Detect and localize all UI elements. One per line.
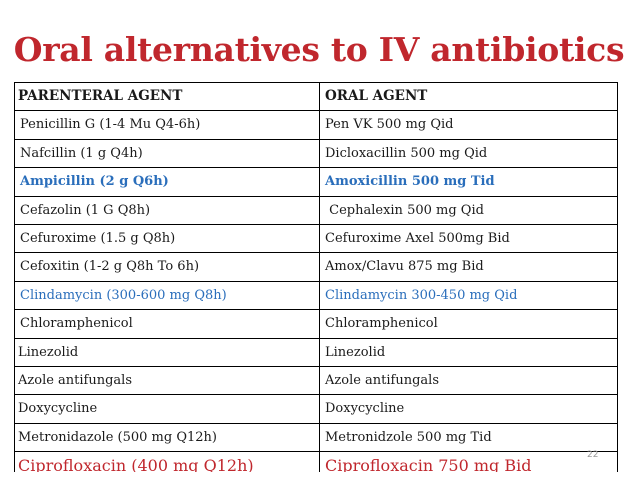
table-row: Cefazolin (1 G Q8h) Cephalexin 500 mg Qi… xyxy=(15,196,618,225)
oral-agent-cell: Amoxicillin 500 mg Tid xyxy=(320,168,618,196)
oral-agent-cell: Cefuroxime Axel 500mg Bid xyxy=(320,224,618,253)
table-row: Azole antifungals Azole antifungals xyxy=(15,366,618,396)
oral-agent-cell: Clindamycin 300-450 mg Qid xyxy=(320,281,618,310)
oral-agent-cell: Amox/Clavu 875 mg Bid xyxy=(320,253,618,281)
parenteral-agent-cell: Ampicillin (2 g Q6h) xyxy=(15,168,320,196)
table-row: Doxycycline Doxycycline xyxy=(15,395,618,424)
table-row: Ciprofloxacin (400 mg Q12h) Ciprofloxacin… xyxy=(15,452,618,473)
parenteral-agent-cell: Chloramphenicol xyxy=(15,310,320,338)
parenteral-agent-cell: Metronidazole (500 mg Q12h) xyxy=(15,423,320,452)
oral-agent-cell: Doxycycline xyxy=(320,395,618,423)
table-row: Cefuroxime (1.5 g Q8h) Cefuroxime Axel 50… xyxy=(15,224,618,254)
table-header-row: PARENTERAL AGENT ORAL AGENT xyxy=(15,83,618,112)
oral-agent-cell: Linezolid xyxy=(320,338,618,366)
parenteral-agent-cell: Cefuroxime (1.5 g Q8h) xyxy=(15,224,320,253)
header-oral-agent: ORAL AGENT xyxy=(320,83,618,111)
parenteral-agent-cell: Clindamycin (300-600 mg Q8h) xyxy=(15,281,320,310)
parenteral-agent-cell: Doxycycline xyxy=(15,395,320,423)
parenteral-agent-cell: Cefazolin (1 G Q8h) xyxy=(15,196,320,224)
oral-agent-cell: Pen VK 500 mg Qid xyxy=(320,111,618,139)
slide-title: Oral alternatives to IV antibiotics xyxy=(13,30,625,69)
parenteral-agent-cell: Azole antifungals xyxy=(15,366,320,395)
oral-agent-cell: Dicloxacillin 500 mg Qid xyxy=(320,139,618,168)
antibiotics-table: PARENTERAL AGENT ORAL AGENT Penicillin G… xyxy=(14,82,618,473)
oral-agent-cell: Cephalexin 500 mg Qid xyxy=(320,196,618,224)
table-row: Chloramphenicol Chloramphenicol xyxy=(15,310,618,339)
table-body: Penicillin G (1-4 Mu Q4-6h) Pen VK 500 mg… xyxy=(15,111,618,473)
oral-agent-cell: Azole antifungals xyxy=(320,366,618,395)
parenteral-agent-cell: Linezolid xyxy=(15,338,320,366)
page-number: 22 xyxy=(587,450,599,460)
table-row: Linezolid Linezolid xyxy=(15,338,618,367)
oral-agent-cell: Metronidzole 500 mg Tid xyxy=(320,423,618,452)
parenteral-agent-cell: Cefoxitin (1-2 g Q8h To 6h) xyxy=(15,253,320,281)
oral-agent-cell: Ciprofloxacin 750 mg Bid xyxy=(320,452,618,473)
table-row: Penicillin G (1-4 Mu Q4-6h) Pen VK 500 mg… xyxy=(15,111,618,140)
table-row: Clindamycin (300-600 mg Q8h) Clindamycin … xyxy=(15,281,618,311)
parenteral-agent-cell: Ciprofloxacin (400 mg Q12h) xyxy=(15,452,320,473)
parenteral-agent-cell: Nafcillin (1 g Q4h) xyxy=(15,139,320,168)
oral-agent-cell: Chloramphenicol xyxy=(320,310,618,338)
table-row: Ampicillin (2 g Q6h) Amoxicillin 500 mg T… xyxy=(15,168,618,197)
table-row: Nafcillin (1 g Q4h) Dicloxacillin 500 mg … xyxy=(15,139,618,169)
table-row: Cefoxitin (1-2 g Q8h To 6h) Amox/Clavu 87… xyxy=(15,253,618,282)
header-parenteral-agent: PARENTERAL AGENT xyxy=(15,83,320,111)
parenteral-agent-cell: Penicillin G (1-4 Mu Q4-6h) xyxy=(15,111,320,139)
table-row: Metronidazole (500 mg Q12h) Metronidzole … xyxy=(15,423,618,453)
